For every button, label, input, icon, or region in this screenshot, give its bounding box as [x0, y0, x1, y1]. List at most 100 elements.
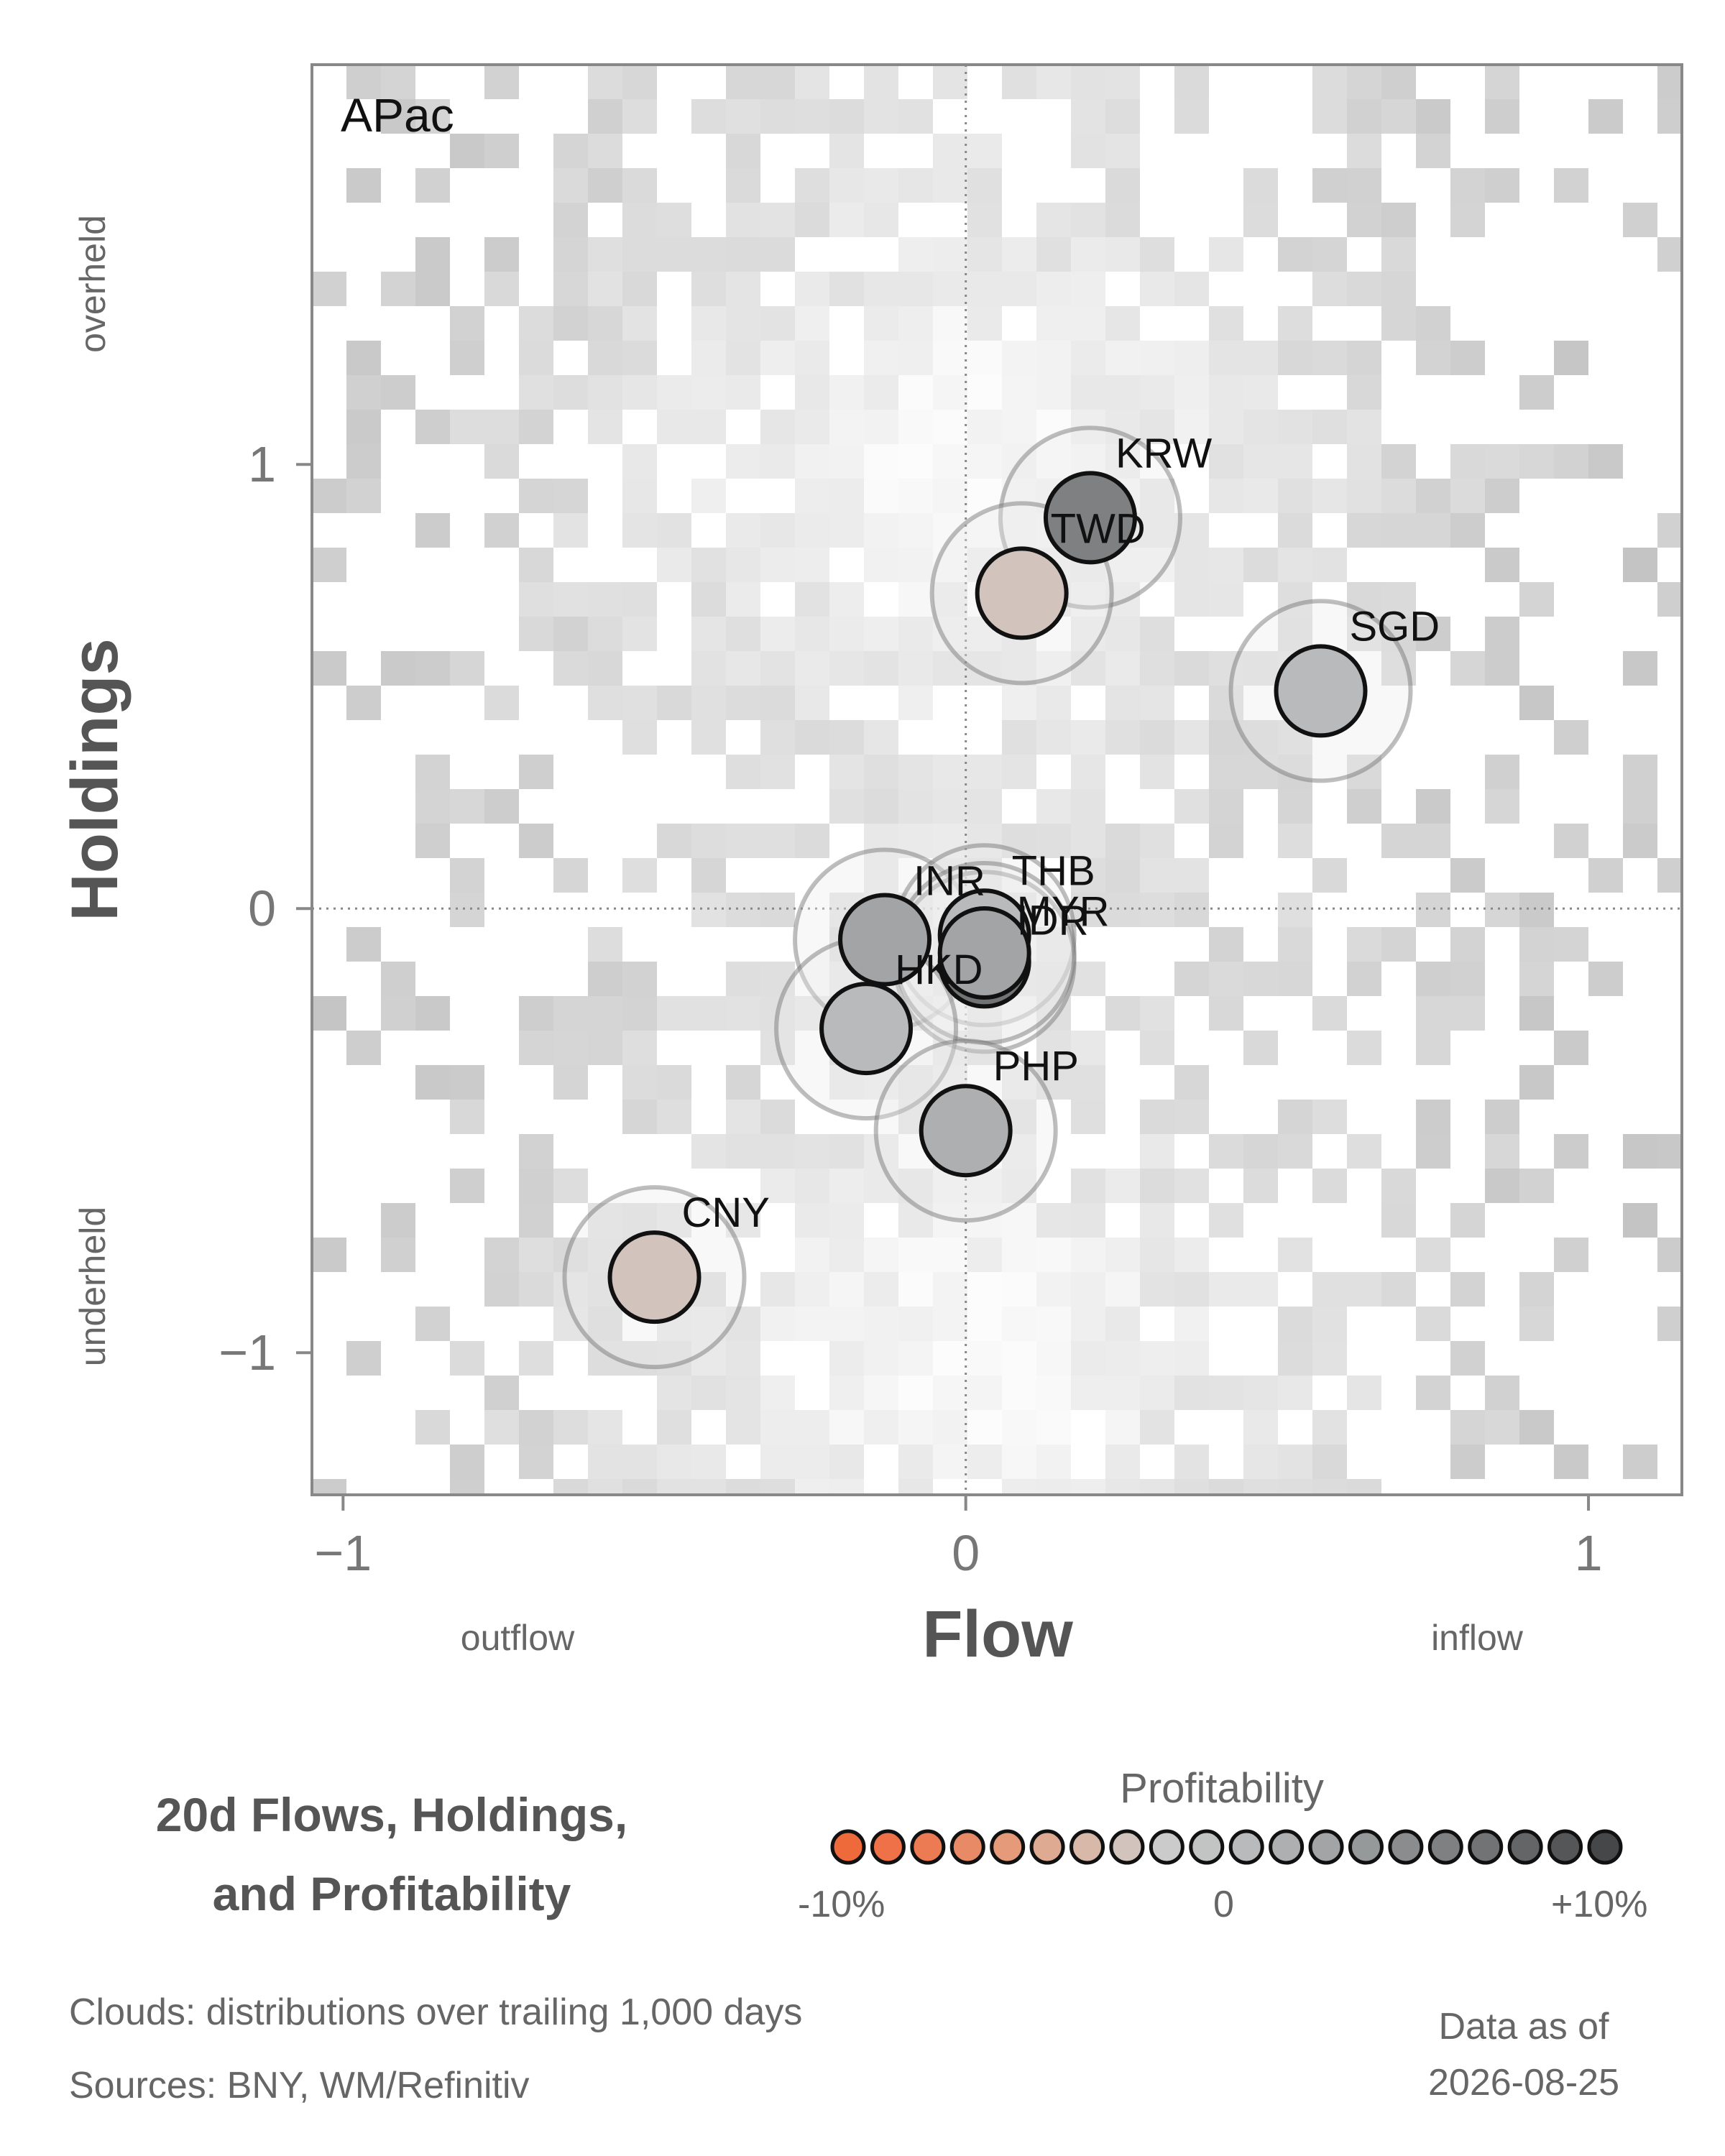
heatmap-cell [519, 1169, 553, 1203]
heatmap-cell [484, 237, 519, 272]
heatmap-cell [1485, 444, 1519, 479]
heatmap-cell [381, 651, 415, 686]
heatmap-cell [312, 996, 346, 1031]
heatmap-cell [1416, 1307, 1450, 1341]
heatmap-cell [1209, 1134, 1243, 1169]
heatmap-cell [588, 341, 622, 375]
heatmap-cell [726, 272, 760, 306]
heatmap-cell [519, 1031, 553, 1065]
heatmap-cell [1347, 513, 1381, 548]
heatmap-cell [967, 1203, 1002, 1238]
heatmap-cell [1416, 1031, 1450, 1065]
heatmap-cell [1554, 1445, 1588, 1479]
heatmap-cell [1002, 755, 1036, 789]
heatmap-cell [1071, 272, 1105, 306]
heatmap-cell [1140, 651, 1174, 686]
heatmap-cell [795, 65, 829, 99]
heatmap-cell [726, 444, 760, 479]
heatmap-cell [691, 1134, 726, 1169]
heatmap-cell [1243, 1445, 1278, 1479]
heatmap-cell [1485, 651, 1519, 686]
heatmap-cell [760, 410, 795, 444]
heatmap-cell [726, 1376, 760, 1410]
heatmap-cell [1381, 513, 1416, 548]
heatmap-cell [933, 237, 967, 272]
x-axis-title: Flow [922, 1598, 1073, 1671]
heatmap-cell [898, 651, 933, 686]
heatmap-cell [553, 134, 588, 168]
heatmap-cell [1243, 1479, 1278, 1495]
heatmap-cell [1243, 168, 1278, 203]
heatmap-cell [1140, 513, 1174, 548]
heatmap-cell [1623, 651, 1657, 686]
heatmap-cell [967, 410, 1002, 444]
heatmap-cell [1450, 1445, 1485, 1479]
heatmap-cell [1416, 306, 1450, 341]
heatmap-cell [726, 1307, 760, 1341]
heatmap-cell [588, 168, 622, 203]
heatmap-cell [933, 341, 967, 375]
heatmap-cell [1312, 1272, 1347, 1307]
panel-label: APac [341, 88, 454, 142]
legend-swatch [830, 1829, 866, 1865]
heatmap-cell [1485, 479, 1519, 513]
heatmap-cell [1071, 237, 1105, 272]
heatmap-cell [553, 1479, 588, 1495]
heatmap-cell [519, 410, 553, 444]
heatmap-cell [588, 962, 622, 996]
heatmap-cell [1174, 1100, 1209, 1134]
heatmap-cell [864, 824, 898, 858]
legend-swatch [1308, 1829, 1344, 1865]
heatmap-cell [864, 341, 898, 375]
heatmap-cell [1209, 341, 1243, 375]
heatmap-cell [967, 1307, 1002, 1341]
heatmap-cell [1312, 1100, 1347, 1134]
heatmap-cell [1174, 789, 1209, 824]
heatmap-cell [588, 1031, 622, 1065]
heatmap-cell [933, 548, 967, 582]
heatmap-cell [312, 548, 346, 582]
heatmap-cell [1105, 996, 1140, 1031]
heatmap-cell [1105, 617, 1140, 651]
heatmap-cell [519, 1134, 553, 1169]
legend-swatch [1149, 1829, 1184, 1865]
heatmap-cell [657, 410, 691, 444]
heatmap-cell [415, 755, 450, 789]
heatmap-cell [967, 306, 1002, 341]
plot-frame [310, 63, 1683, 1496]
heatmap-cell [898, 1203, 933, 1238]
heatmap-cell [1209, 824, 1243, 858]
heatmap-cell [1174, 1272, 1209, 1307]
heatmap-cell [1381, 927, 1416, 962]
heatmap-cell [1416, 1134, 1450, 1169]
heatmap-cell [864, 1307, 898, 1341]
heatmap-cell [1381, 237, 1416, 272]
legend-swatch [1189, 1829, 1225, 1865]
heatmap-cell [898, 1479, 933, 1495]
heatmap-cell [795, 99, 829, 134]
heatmap-cell [1071, 755, 1105, 789]
heatmap-cell [1416, 893, 1450, 927]
heatmap-cell [553, 237, 588, 272]
heatmap-cell [1381, 272, 1416, 306]
heatmap-cell [1243, 548, 1278, 582]
heatmap-cell [1278, 513, 1312, 548]
heatmap-cell [1140, 858, 1174, 893]
heatmap-cell [1071, 1341, 1105, 1376]
heatmap-cell [1554, 341, 1588, 375]
legend-title: Profitability [1120, 1765, 1324, 1812]
legend-swatch [910, 1829, 946, 1865]
heatmap-cell [795, 168, 829, 203]
heatmap-cell [1278, 1445, 1312, 1479]
heatmap-cell [1243, 1272, 1278, 1307]
heatmap-cell [691, 824, 726, 858]
heatmap-cell [864, 65, 898, 99]
heatmap-cell [1140, 410, 1174, 444]
heatmap-cell [967, 203, 1002, 237]
heatmap-cell [795, 203, 829, 237]
heatmap-cell [588, 1479, 622, 1495]
heatmap-cell [1485, 789, 1519, 824]
heatmap-cell [1105, 203, 1140, 237]
heatmap-cell [1381, 1169, 1416, 1203]
